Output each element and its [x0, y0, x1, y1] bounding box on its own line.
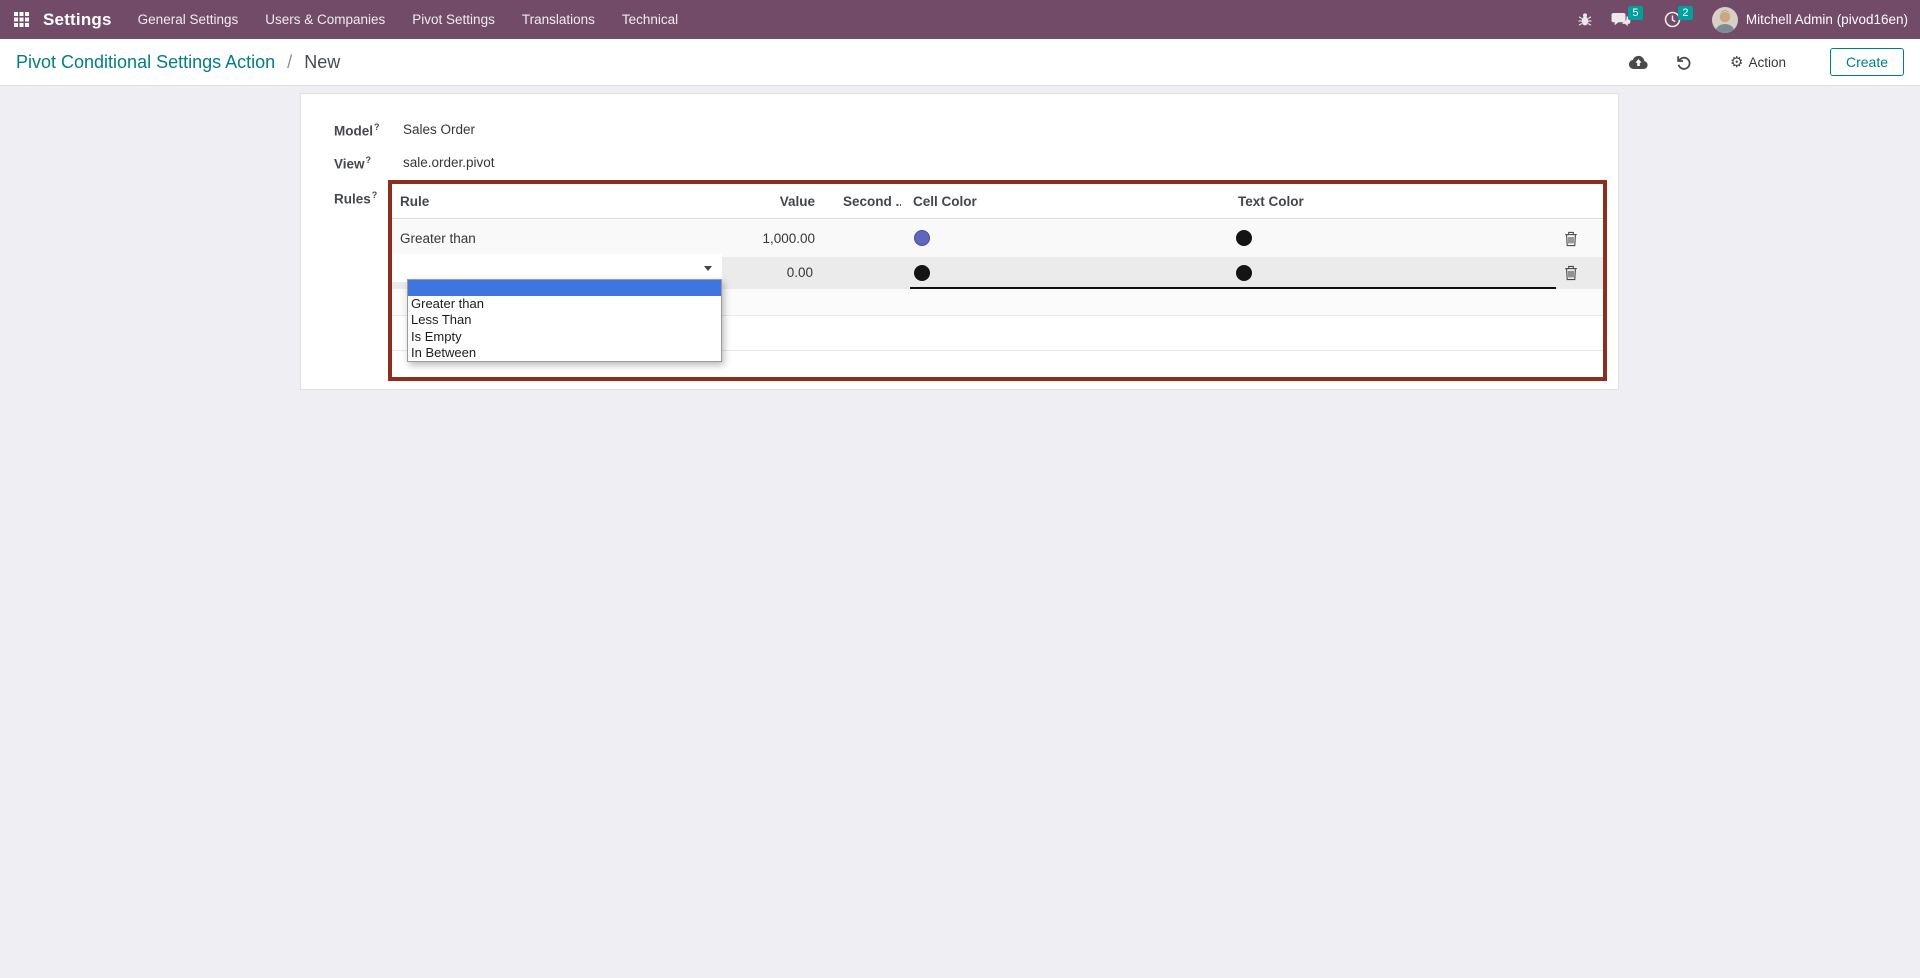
- delete-row-trash-icon[interactable]: [1564, 265, 1578, 281]
- cell-color-picker[interactable]: [914, 230, 930, 246]
- dropdown-option-is-empty[interactable]: Is Empty: [411, 328, 462, 344]
- debug-bug-icon[interactable]: [1577, 12, 1593, 28]
- dropdown-option-less-than[interactable]: Less Than: [411, 312, 472, 328]
- header-rule: Rule: [400, 194, 430, 209]
- dropdown-option-in-between[interactable]: In Between: [411, 344, 477, 360]
- rule-row-1[interactable]: Greater than 1,000.00: [392, 220, 1603, 257]
- rule-cell[interactable]: Greater than: [400, 231, 476, 246]
- cell-color-picker[interactable]: [914, 265, 930, 281]
- model-field-label: Model?: [334, 122, 380, 139]
- action-menu-label: Action: [1748, 54, 1786, 70]
- breadcrumb-current: New: [304, 51, 341, 72]
- view-help-icon: ?: [365, 155, 372, 165]
- menu-users-companies[interactable]: Users & Companies: [265, 12, 386, 27]
- view-field-value[interactable]: sale.order.pivot: [403, 155, 495, 170]
- rules-table: Rule Value Second ... Cell Color Text Co…: [388, 180, 1607, 381]
- model-field-value[interactable]: Sales Order: [403, 122, 476, 137]
- rule-row-2[interactable]: 0.00: [392, 254, 1603, 289]
- messages-icon[interactable]: 5: [1611, 5, 1646, 28]
- control-panel: Pivot Conditional Settings Action / New …: [0, 39, 1920, 86]
- chevron-down-icon: [704, 266, 712, 271]
- top-navbar: Settings General Settings Users & Compan…: [0, 0, 1920, 39]
- save-cloud-icon[interactable]: [1628, 55, 1649, 70]
- breadcrumb-parent-link[interactable]: Pivot Conditional Settings Action: [16, 51, 276, 72]
- breadcrumb: Pivot Conditional Settings Action / New: [16, 52, 340, 73]
- rules-help-icon: ?: [371, 190, 378, 200]
- activities-clock-icon[interactable]: 2: [1664, 5, 1696, 28]
- breadcrumb-separator: /: [287, 51, 293, 72]
- header-value: Value: [779, 194, 815, 209]
- header-text-color: Text Color: [1238, 194, 1304, 209]
- view-field-label: View?: [334, 155, 372, 172]
- current-app-name[interactable]: Settings: [43, 9, 112, 29]
- gear-icon: ⚙: [1729, 54, 1744, 71]
- value-input[interactable]: 0.00: [786, 265, 813, 280]
- messages-count-badge: 5: [1627, 5, 1643, 20]
- text-color-picker[interactable]: [1236, 265, 1252, 281]
- action-menu-button[interactable]: ⚙ Action: [1730, 53, 1786, 71]
- dropdown-option-greater-than[interactable]: Greater than: [411, 296, 484, 312]
- menu-general-settings[interactable]: General Settings: [137, 12, 239, 27]
- rules-field-label: Rules?: [334, 190, 378, 207]
- header-cell-color: Cell Color: [913, 194, 977, 209]
- navbar-systray: 5 2 Mitchell Admin (pivod16en): [1577, 5, 1908, 33]
- user-menu[interactable]: Mitchell Admin (pivod16en): [1745, 12, 1908, 27]
- app-menu: General Settings Users & Companies Pivot…: [138, 12, 678, 27]
- menu-translations[interactable]: Translations: [521, 12, 595, 27]
- menu-technical[interactable]: Technical: [621, 12, 679, 27]
- create-button[interactable]: Create: [1829, 48, 1904, 76]
- text-color-picker[interactable]: [1236, 230, 1252, 246]
- header-second-value: Second ...: [843, 194, 901, 209]
- apps-grid-icon[interactable]: [14, 12, 30, 28]
- control-panel-buttons: ⚙ Action Create: [1628, 48, 1904, 76]
- rule-select[interactable]: [392, 254, 722, 282]
- edit-underline: [910, 287, 1556, 289]
- model-help-icon: ?: [374, 122, 380, 132]
- main-content: Model? Sales Order View? sale.order.pivo…: [0, 86, 1920, 978]
- delete-row-trash-icon[interactable]: [1564, 231, 1578, 247]
- discard-undo-icon[interactable]: [1676, 54, 1692, 70]
- menu-pivot-settings[interactable]: Pivot Settings: [412, 12, 495, 27]
- user-avatar[interactable]: [1711, 6, 1738, 33]
- value-cell[interactable]: 1,000.00: [762, 231, 815, 246]
- activities-count-badge: 2: [1677, 5, 1693, 20]
- rule-select-dropdown: Greater than Less Than Is Empty In Betwe…: [407, 279, 722, 362]
- rules-table-header: Rule Value Second ... Cell Color Text Co…: [392, 184, 1603, 219]
- dropdown-option-blank[interactable]: [408, 280, 721, 297]
